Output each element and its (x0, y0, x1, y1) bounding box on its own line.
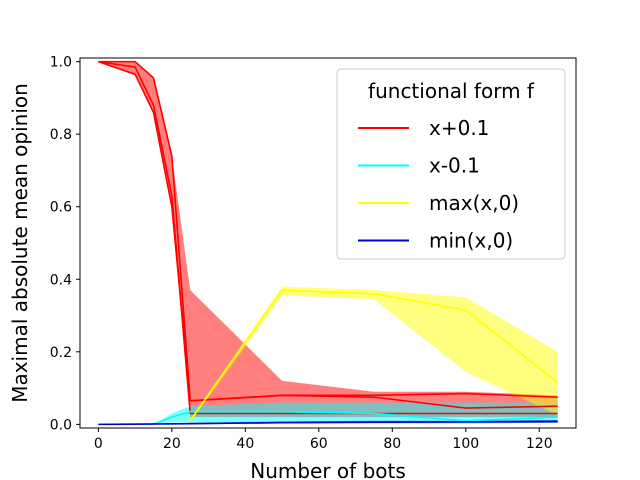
line-min-x-0-0 (98, 420, 558, 426)
y-tick-label: 0.4 (50, 272, 72, 288)
x-tick-label: 100 (452, 436, 479, 452)
line-max-x-0-0 (189, 289, 559, 422)
legend-label-min-x-0: min(x,0) (429, 229, 513, 253)
x-tick-label: 120 (526, 436, 553, 452)
x-tick-label: 0 (94, 436, 103, 452)
legend-items: x+0.1 x-0.1 max(x,0) min(x,0) (358, 116, 519, 253)
y-axis: 0.0 0.2 0.4 0.6 0.8 1.0 (50, 55, 80, 433)
series-lines (98, 60, 559, 426)
legend-title: functional form f (368, 79, 535, 103)
x-tick-label: 40 (236, 436, 254, 452)
y-tick-label: 0.6 (50, 200, 72, 216)
y-tick-label: 0.2 (50, 345, 72, 361)
legend-label-x-0-1: x+0.1 (429, 116, 489, 140)
x-axis: 0 20 40 60 80 100 120 (94, 428, 553, 452)
x-tick-label: 80 (383, 436, 401, 452)
y-tick-label: 0.8 (50, 127, 72, 143)
line-x-0-1-1 (98, 60, 558, 415)
legend-label-x-0-1: x-0.1 (429, 154, 480, 178)
x-tick-label: 20 (163, 436, 181, 452)
band-x-0-1 (98, 61, 558, 418)
legend: functional form f x+0.1 x-0.1 max(x,0) min(… (336, 68, 566, 260)
band-max-x-0 (190, 286, 558, 423)
plot-frame (79, 57, 577, 429)
y-tick-label: 1.0 (50, 55, 72, 71)
x-axis-label: Number of bots (250, 459, 406, 480)
line-x-0-1-2 (98, 60, 558, 402)
x-tick-label: 60 (310, 436, 328, 452)
legend-label-max-x-0: max(x,0) (429, 191, 519, 215)
y-axis-label: Maximal absolute mean opinion (8, 83, 32, 403)
y-tick-label: 0.0 (50, 417, 72, 433)
legend-box (336, 68, 566, 260)
